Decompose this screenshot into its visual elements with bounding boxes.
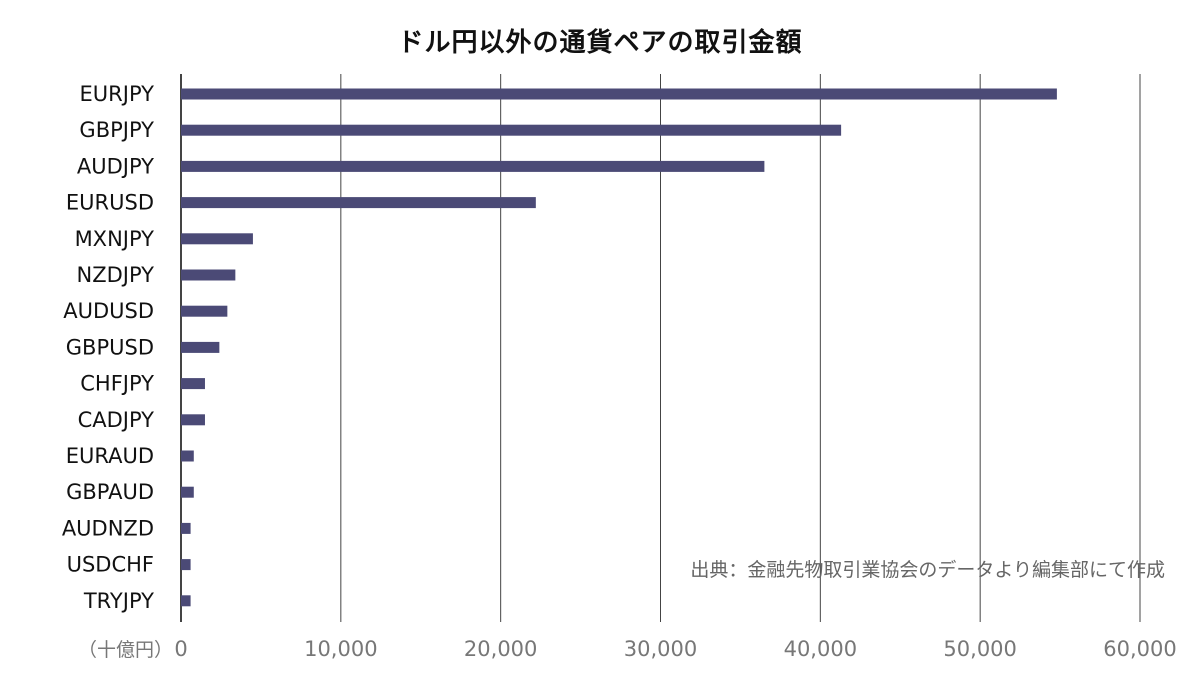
bar-eurjpy (181, 88, 1057, 100)
bar-mxnjpy (181, 233, 253, 245)
category-label-nzdjpy: NZDJPY (77, 263, 155, 287)
category-label-eurjpy: EURJPY (80, 82, 155, 106)
x-axis-tick-labels: 0 10,000 20,000 30,000 40,000 50,000 60,000 (174, 637, 1176, 661)
bar-gbpaud (181, 486, 194, 498)
category-label-eurusd: EURUSD (66, 191, 154, 215)
bar-eurusd (181, 197, 536, 209)
category-label-mxnjpy: MXNJPY (75, 227, 155, 251)
category-label-gbpjpy: GBPJPY (79, 118, 154, 142)
x-tick-label: 60,000 (1103, 637, 1176, 661)
bar-gbpusd (181, 341, 220, 353)
unit-label: （十億円） (78, 639, 173, 661)
bar-tryjpy (181, 595, 191, 607)
bar-usdchf (181, 559, 191, 571)
gridlines (180, 74, 1141, 622)
x-tick-label: 30,000 (624, 637, 697, 661)
category-label-audjpy: AUDJPY (77, 154, 154, 178)
bar-gbpjpy (181, 124, 842, 136)
chart-title: ドル円以外の通貨ペアの取引金額 (397, 28, 803, 58)
bar-audnzd (181, 522, 191, 534)
bar-audusd (181, 305, 228, 317)
category-label-audusd: AUDUSD (63, 299, 154, 323)
category-label-usdchf: USDCHF (67, 553, 154, 577)
category-label-cadjpy: CADJPY (78, 408, 155, 432)
bar-audjpy (181, 160, 765, 172)
x-tick-label: 50,000 (943, 637, 1016, 661)
x-tick-label: 40,000 (784, 637, 857, 661)
bar-cadjpy (181, 414, 205, 426)
category-label-tryjpy: TRYJPY (83, 589, 154, 613)
category-label-audnzd: AUDNZD (62, 516, 154, 540)
bar-chfjpy (181, 378, 205, 390)
source-note: 出典：金融先物取引業協会のデータより編集部にて作成 (690, 559, 1165, 581)
x-tick-label: 0 (174, 637, 187, 661)
category-label-gbpusd: GBPUSD (66, 335, 154, 359)
category-label-gbpaud: GBPAUD (66, 480, 154, 504)
category-labels: EURJPY GBPJPY AUDJPY EURUSD MXNJPY NZDJPY AUDU… (62, 82, 154, 613)
x-tick-label: 10,000 (304, 637, 377, 661)
bar-euraud (181, 450, 194, 462)
x-tick-label: 20,000 (464, 637, 537, 661)
category-label-euraud: EURAUD (66, 444, 154, 468)
bar-nzdjpy (181, 269, 236, 281)
category-label-chfjpy: CHFJPY (80, 372, 154, 396)
bars (181, 88, 1057, 607)
